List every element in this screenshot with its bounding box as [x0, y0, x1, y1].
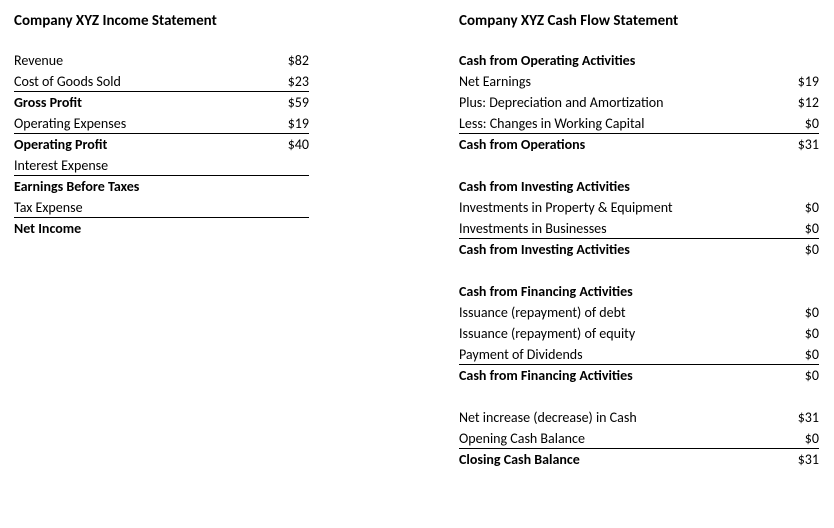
operating-row: Plus: Depreciation and Amortization$12	[459, 92, 819, 113]
income-label: Earnings Before Taxes	[14, 176, 269, 197]
operating-row: Less: Changes in Working Capital$0	[459, 113, 819, 134]
financing-row: Cash from Financing Activities$0	[459, 365, 819, 386]
financing-label: Issuance (repayment) of equity	[459, 323, 779, 344]
operating-value: $19	[779, 71, 819, 92]
income-value: $19	[269, 113, 309, 134]
summary-value: $0	[779, 428, 819, 449]
income-label: Gross Profit	[14, 92, 269, 113]
income-statement: Company XYZ Income Statement Revenue$82C…	[14, 12, 309, 516]
investing-row: Investments in Property & Equipment$0	[459, 197, 819, 218]
financing-row: Payment of Dividends$0	[459, 344, 819, 365]
income-title: Company XYZ Income Statement	[14, 12, 309, 30]
cashflow-title: Company XYZ Cash Flow Statement	[459, 12, 819, 30]
summary-label: Closing Cash Balance	[459, 449, 779, 470]
operating-label: Cash from Operations	[459, 134, 779, 155]
financing-value: $0	[779, 344, 819, 365]
summary-label: Opening Cash Balance	[459, 428, 779, 449]
income-value: $59	[269, 92, 309, 113]
summary-row: Net increase (decrease) in Cash$31	[459, 407, 819, 428]
income-row: Revenue$82	[14, 50, 309, 71]
operating-label: Plus: Depreciation and Amortization	[459, 92, 779, 113]
operating-label: Less: Changes in Working Capital	[459, 113, 779, 134]
financing-label: Issuance (repayment) of debt	[459, 302, 779, 323]
income-label: Interest Expense	[14, 155, 269, 176]
income-row: Net Income	[14, 218, 309, 239]
cashflow-statement: Company XYZ Cash Flow Statement Cash fro…	[459, 12, 819, 516]
financing-label: Cash from Financing Activities	[459, 365, 779, 386]
summary-value: $31	[779, 449, 819, 470]
summary-row: Closing Cash Balance$31	[459, 449, 819, 470]
operating-rows: Net Earnings$19Plus: Depreciation and Am…	[459, 71, 819, 155]
income-value: $82	[269, 50, 309, 71]
investing-label: Investments in Businesses	[459, 218, 779, 239]
income-rows: Revenue$82Cost of Goods Sold$23Gross Pro…	[14, 50, 309, 239]
income-row: Tax Expense	[14, 197, 309, 218]
income-label: Tax Expense	[14, 197, 269, 218]
summary-label: Net increase (decrease) in Cash	[459, 407, 779, 428]
income-row: Cost of Goods Sold$23	[14, 71, 309, 92]
financing-row: Issuance (repayment) of equity$0	[459, 323, 819, 344]
operating-row: Cash from Operations$31	[459, 134, 819, 155]
operating-value: $0	[779, 113, 819, 134]
income-value: $23	[269, 71, 309, 92]
operating-row: Net Earnings$19	[459, 71, 819, 92]
investing-value: $0	[779, 239, 819, 260]
income-value: $40	[269, 134, 309, 155]
summary-value: $31	[779, 407, 819, 428]
investing-row: Cash from Investing Activities$0	[459, 239, 819, 260]
financing-head: Cash from Financing Activities	[459, 281, 819, 302]
investing-label: Cash from Investing Activities	[459, 239, 779, 260]
income-row: Gross Profit$59	[14, 92, 309, 113]
investing-label: Investments in Property & Equipment	[459, 197, 779, 218]
financing-rows: Issuance (repayment) of debt$0Issuance (…	[459, 302, 819, 386]
financing-value: $0	[779, 302, 819, 323]
income-label: Cost of Goods Sold	[14, 71, 269, 92]
income-label: Revenue	[14, 50, 269, 71]
income-row: Operating Profit$40	[14, 134, 309, 155]
income-label: Operating Profit	[14, 134, 269, 155]
financing-row: Issuance (repayment) of debt$0	[459, 302, 819, 323]
income-row: Interest Expense	[14, 155, 309, 176]
income-label: Operating Expenses	[14, 113, 269, 134]
investing-row: Investments in Businesses$0	[459, 218, 819, 239]
income-label: Net Income	[14, 218, 269, 239]
investing-value: $0	[779, 218, 819, 239]
operating-value: $31	[779, 134, 819, 155]
summary-row: Opening Cash Balance$0	[459, 428, 819, 449]
income-row: Operating Expenses$19	[14, 113, 309, 134]
operating-head: Cash from Operating Activities	[459, 50, 819, 71]
summary-rows: Net increase (decrease) in Cash$31Openin…	[459, 407, 819, 470]
operating-value: $12	[779, 92, 819, 113]
financing-value: $0	[779, 323, 819, 344]
financing-value: $0	[779, 365, 819, 386]
investing-value: $0	[779, 197, 819, 218]
income-row: Earnings Before Taxes	[14, 176, 309, 197]
financing-label: Payment of Dividends	[459, 344, 779, 365]
operating-label: Net Earnings	[459, 71, 779, 92]
investing-rows: Investments in Property & Equipment$0Inv…	[459, 197, 819, 260]
investing-head: Cash from Investing Activities	[459, 176, 819, 197]
